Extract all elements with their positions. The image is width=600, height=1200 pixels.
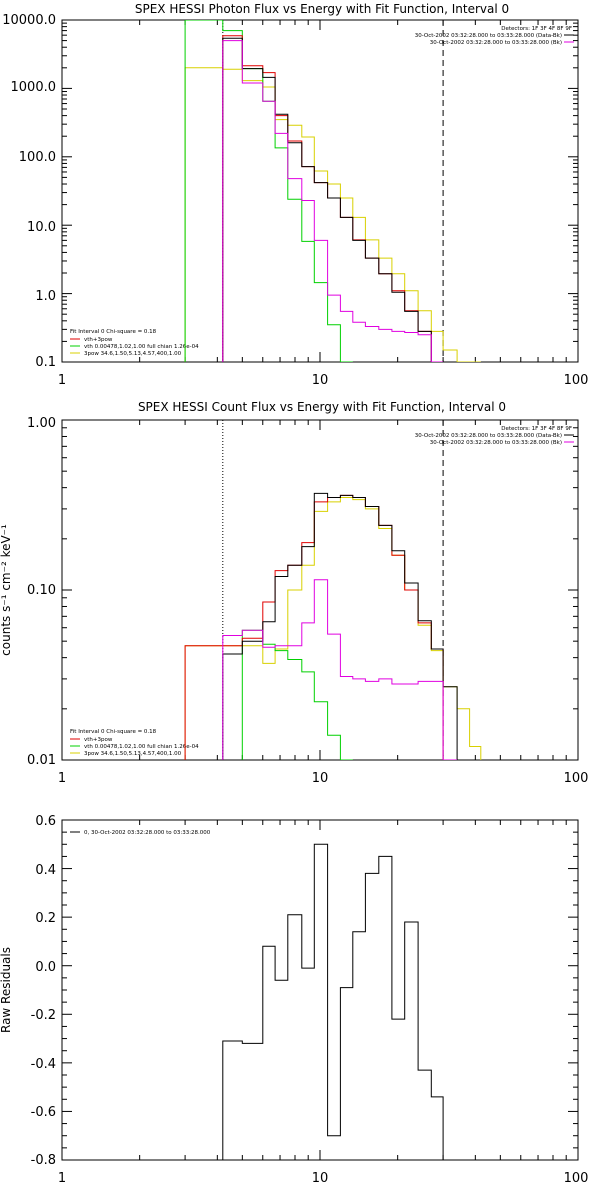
count-legend-entry-3pow: 3pow 34.6,1.50,5.13,4.57,400,1.00: [84, 751, 182, 757]
photon-y-tick-label: 1.0: [35, 289, 56, 304]
residuals-y-tick-label: -0.6: [31, 1105, 56, 1120]
count-series-3pow: [184, 497, 482, 760]
residuals-legend: 0, 30-Oct-2002 03:32:28.000 to 03:33:28.…: [70, 830, 211, 836]
count-legend-bk-interval: 30-Oct-2002 03:32:28.000 to 03:33:28.000…: [430, 440, 562, 446]
photon-legend-top-right: Detectors: 1F 3F 4F 8F 9F 30-Oct-2002 03…: [415, 26, 574, 46]
count-series-vth: [241, 629, 353, 760]
photon-plot-frame: [61, 19, 579, 363]
photon-y-tick-label: 1000.0: [11, 80, 57, 95]
count-legend-data-interval: 30-Oct-2002 03:32:28.000 to 03:33:28.000…: [415, 433, 562, 439]
residuals-y-tick-label: -0.4: [31, 1057, 56, 1072]
residuals-y-axis-label: Raw Residuals: [0, 947, 13, 1033]
photon-legend-bk-interval: 30-Oct-2002 03:32:28.000 to 03:33:28.000…: [430, 40, 562, 46]
count-legend-entry-vth-3pow: vth+3pow: [84, 737, 113, 743]
photon-legend-entry-3pow: 3pow 34.6,1.50,5.13,4.57,400,1.00: [84, 351, 182, 357]
count-y-axis-label: counts s⁻¹ cm⁻² keV⁻¹: [0, 524, 13, 656]
residuals-series-data: [222, 843, 444, 1160]
residuals-panel: 0.6 0.4 0.2 0.0 -0.2 -0.4 -0.6 -0.8 1 10…: [0, 814, 588, 1186]
count-legend-header: Fit Interval 0 Chi-square = 0.18: [70, 729, 157, 735]
photon-x-tick-label: 100: [564, 373, 589, 388]
photon-y-tick-label: 0.1: [35, 355, 56, 370]
residuals-y-tick-label: 0.0: [35, 960, 56, 975]
count-chart-title: SPEX HESSI Count Flux vs Energy with Fit…: [138, 400, 506, 414]
residuals-y-tick-label: 0.4: [35, 863, 56, 878]
count-x-tick-label: 10: [312, 771, 329, 786]
residuals-y-tick-label: 0.6: [35, 814, 56, 829]
count-legend-top-right: Detectors: 1F 3F 4F 8F 9F 30-Oct-2002 03…: [415, 426, 574, 446]
residuals-y-tick-label: 0.2: [35, 911, 56, 926]
residuals-y-tick-label: -0.2: [31, 1008, 56, 1023]
count-y-tick-label: 1.00: [27, 416, 56, 431]
photon-y-tick-label: 10000.0: [2, 13, 56, 28]
residuals-y-tick-label: -0.8: [31, 1153, 56, 1168]
photon-y-tick-label: 100.0: [19, 150, 56, 165]
photon-series-3pow: [184, 67, 481, 362]
photon-flux-panel: SPEX HESSI Photon Flux vs Energy with Fi…: [2, 2, 588, 388]
photon-chart-title: SPEX HESSI Photon Flux vs Energy with Fi…: [135, 2, 509, 16]
count-y-tick-label: 0.01: [27, 753, 56, 768]
residuals-x-tick-label: 10: [312, 1171, 329, 1186]
count-y-tick-label: 0.10: [27, 583, 56, 598]
count-x-tick-label: 100: [564, 771, 589, 786]
count-legend-detectors: Detectors: 1F 3F 4F 8F 9F: [501, 426, 572, 432]
count-plot-frame: [61, 419, 579, 761]
photon-y-tick-label: 10.0: [27, 220, 56, 235]
photon-legend-entry-vth: vth 0.00478,1.02,1.00 full chian 1.26e-0…: [84, 344, 199, 350]
photon-legend-detectors: Detectors: 1F 3F 4F 8F 9F: [501, 26, 572, 32]
residuals-plot-frame: [61, 819, 579, 1161]
photon-series-data: [222, 37, 432, 362]
residuals-x-tick-label: 1: [58, 1171, 66, 1186]
count-series-data: [222, 492, 458, 760]
photon-legend-bottom-left: Fit Interval 0 Chi-square = 0.18 vth+3po…: [70, 329, 199, 357]
photon-x-tick-label: 10: [312, 373, 329, 388]
photon-legend-header: Fit Interval 0 Chi-square = 0.18: [70, 329, 157, 335]
photon-legend-entry-vth-3pow: vth+3pow: [84, 337, 113, 343]
count-legend-entry-vth: vth 0.00478,1.02,1.00 full chian 1.26e-0…: [84, 744, 199, 750]
count-series-bk: [222, 579, 458, 760]
photon-x-tick-label: 1: [58, 373, 66, 388]
photon-series-bk: [222, 40, 444, 362]
residuals-x-tick-label: 100: [564, 1171, 589, 1186]
photon-legend-data-interval: 30-Oct-2002 03:32:28.000 to 03:33:28.000…: [415, 33, 562, 39]
photon-series-vth-3pow: [222, 35, 432, 362]
residuals-legend-entry: 0, 30-Oct-2002 03:32:28.000 to 03:33:28.…: [84, 830, 211, 836]
count-legend-bottom-left: Fit Interval 0 Chi-square = 0.18 vth+3po…: [70, 729, 199, 757]
count-flux-panel: SPEX HESSI Count Flux vs Energy with Fit…: [0, 400, 588, 786]
count-x-tick-label: 1: [58, 771, 66, 786]
